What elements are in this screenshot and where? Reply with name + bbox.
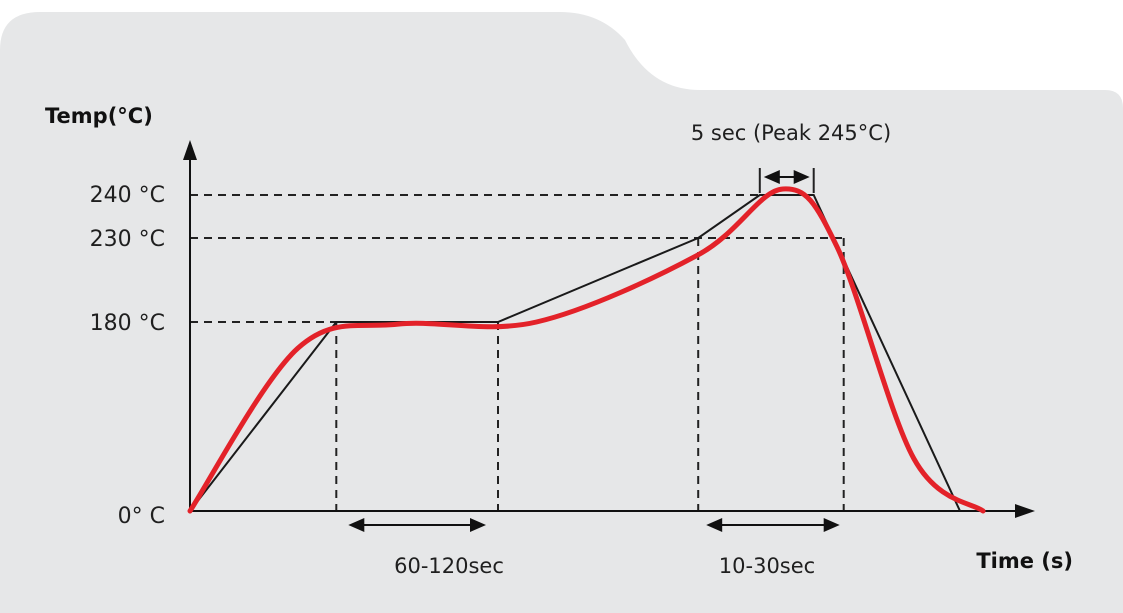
- axes: [183, 140, 1035, 518]
- y-tick-label-180: 180 °C: [90, 311, 165, 336]
- reflow-arrow-left-head: [706, 518, 723, 532]
- guide-profile-line: [189, 194, 961, 512]
- x-axis-arrowhead: [1015, 504, 1035, 518]
- peak-arrow-left-head: [763, 170, 780, 184]
- y-tick-label-0: 0° C: [118, 504, 165, 529]
- peak-window-label: 5 sec (Peak 245°C): [691, 121, 891, 145]
- y-tick-label-240: 240 °C: [90, 183, 165, 208]
- y-axis-arrowhead: [183, 140, 197, 160]
- measured-profile-layer: [187, 186, 986, 514]
- preheat-arrow-right-head: [470, 518, 486, 532]
- guide-lines: [190, 168, 845, 511]
- preheat-arrow-left-head: [348, 518, 365, 532]
- reflow-arrow-right-head: [823, 518, 840, 532]
- y-tick-label-230: 230 °C: [90, 227, 165, 252]
- reflow-window-label: 10-30sec: [719, 554, 815, 578]
- x-axis-title: Time (s): [976, 549, 1073, 573]
- guide-profile-layer: [189, 194, 961, 512]
- duration-arrows: [348, 170, 840, 532]
- measured-profile-line: [187, 186, 986, 514]
- peak-arrow-right-head: [793, 170, 810, 184]
- y-axis-title: Temp(°C): [45, 104, 153, 128]
- preheat-window-label: 60-120sec: [394, 554, 504, 578]
